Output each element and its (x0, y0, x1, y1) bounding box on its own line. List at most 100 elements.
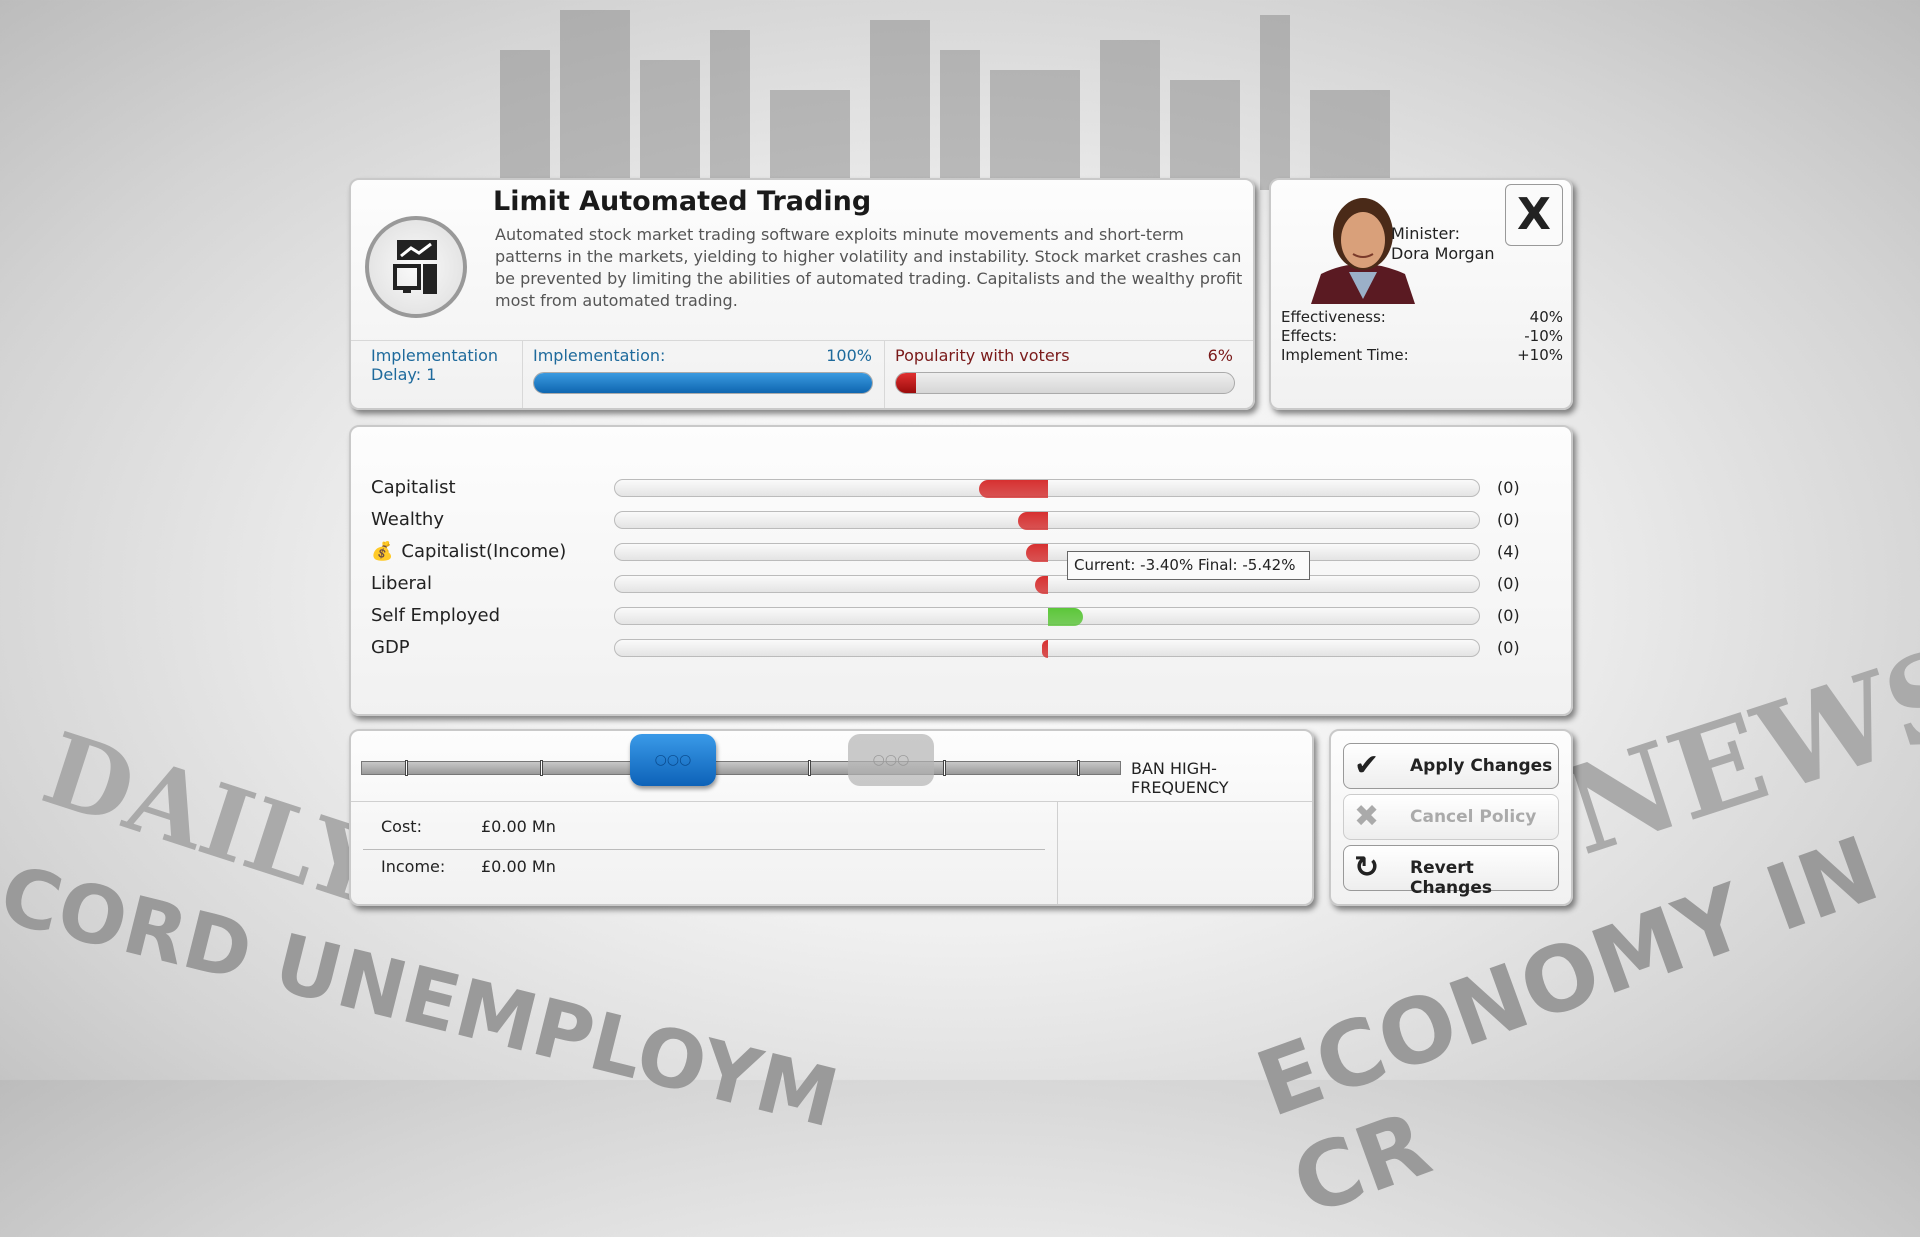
delay-value: Delay: 1 (371, 365, 437, 384)
slider-tick (808, 760, 811, 776)
effect-bar (1026, 544, 1048, 562)
effect-tooltip: Current: -3.40% Final: -5.42% (1067, 551, 1310, 580)
stat-label: Implement Time: (1281, 346, 1409, 364)
effect-bar (1017, 512, 1048, 530)
policy-slider-panel: ○○○ ○○○ BAN HIGH-FREQUENCY Cost: £0.00 M… (349, 729, 1314, 906)
effect-label: Wealthy (371, 509, 444, 530)
delay-label: Implementation (371, 346, 499, 365)
effect-count: (4) (1497, 542, 1520, 561)
effects-panel: Capitalist (0) Wealthy (0) 💰 Capitalist(Inc… (349, 425, 1573, 716)
effect-bar-track (614, 511, 1480, 530)
revert-arrow-icon: ↻ (1354, 850, 1380, 885)
slider-tick (943, 760, 946, 776)
slider-tick (1077, 760, 1080, 776)
policy-description: Automated stock market trading software … (495, 225, 1243, 310)
cancel-label: Cancel Policy (1410, 807, 1537, 827)
minister-label: Minister: (1391, 224, 1460, 243)
revert-changes-button[interactable]: ↻ Revert Changes (1343, 845, 1559, 898)
effect-label: Capitalist (371, 477, 456, 498)
effect-name: GDP (371, 637, 410, 658)
effect-row[interactable]: GDP (0) (371, 635, 1551, 661)
popularity-label: Popularity with voters (895, 346, 1070, 365)
effect-row[interactable]: Liberal (0) (371, 571, 1551, 597)
slider-handle[interactable]: ○○○ (630, 734, 716, 786)
actions-panel: ✔ Apply Changes ✖ Cancel Policy ↻ Revert Ch… (1329, 729, 1573, 906)
implementation-value: 100% (826, 346, 872, 365)
stat-value: 40% (1529, 308, 1563, 326)
minister-name: Dora Morgan (1391, 244, 1495, 263)
effect-label: 💰 Capitalist(Income) (371, 541, 566, 562)
effect-count: (0) (1497, 606, 1520, 625)
minister-portrait (1311, 198, 1415, 304)
implementation-bar (533, 372, 873, 394)
slider-tick (405, 760, 408, 776)
popularity-progress: Popularity with voters 6% (885, 340, 1255, 408)
minister-stats: Effectiveness: 40% Effects: -10% Implement… (1281, 308, 1563, 365)
effect-bar-track (614, 607, 1480, 626)
apply-changes-button[interactable]: ✔ Apply Changes (1343, 743, 1559, 789)
apply-label: Apply Changes (1410, 756, 1553, 776)
stat-value: +10% (1517, 346, 1563, 364)
revert-label: Revert Changes (1410, 858, 1492, 898)
effect-row[interactable]: Capitalist (0) (371, 475, 1551, 501)
policy-title: Limit Automated Trading (493, 186, 872, 217)
effect-bar (978, 480, 1048, 498)
cost-label: Cost: (381, 817, 422, 836)
effect-count: (0) (1497, 574, 1520, 593)
stat-value: -10% (1524, 327, 1563, 345)
cross-icon: ✖ (1354, 799, 1380, 834)
stat-row: Implement Time: +10% (1281, 346, 1563, 365)
effect-bar-track (614, 479, 1480, 498)
slider-previous-handle: ○○○ (848, 734, 934, 786)
slider-track[interactable]: ○○○ ○○○ (361, 734, 1121, 786)
checkmark-icon: ✔ (1354, 748, 1380, 783)
divider (351, 801, 1312, 802)
money-icon: 💰 (371, 541, 394, 562)
stat-row: Effects: -10% (1281, 327, 1563, 346)
effect-bar-track (614, 639, 1480, 658)
income-label: Income: (381, 857, 446, 876)
city-skyline-background (500, 10, 1390, 190)
effect-label: GDP (371, 637, 410, 658)
effect-name: Liberal (371, 573, 432, 594)
effect-name: Capitalist (371, 477, 456, 498)
close-button[interactable]: X (1505, 184, 1563, 246)
popularity-value: 6% (1207, 346, 1233, 365)
popularity-bar-fill (896, 373, 917, 393)
divider (1057, 801, 1058, 904)
popularity-bar (895, 372, 1235, 394)
policy-info-panel: Limit Automated Trading Automated stock … (349, 178, 1255, 410)
cost-value: £0.00 Mn (481, 817, 556, 836)
effect-bar (1041, 640, 1048, 658)
income-value: £0.00 Mn (481, 857, 556, 876)
effect-row[interactable]: Self Employed (0) (371, 603, 1551, 629)
implementation-delay: Implementation Delay: 1 (351, 340, 523, 408)
effect-count: (0) (1497, 638, 1520, 657)
effect-bar (1048, 608, 1083, 626)
effect-label: Liberal (371, 573, 432, 594)
effect-bar-track (614, 543, 1480, 562)
cancel-policy-button[interactable]: ✖ Cancel Policy (1343, 794, 1559, 840)
effect-row[interactable]: Wealthy (0) (371, 507, 1551, 533)
implementation-label: Implementation: (533, 346, 666, 365)
divider (363, 849, 1045, 850)
effect-name: Capitalist(Income) (401, 541, 567, 562)
stat-row: Effectiveness: 40% (1281, 308, 1563, 327)
effect-row[interactable]: 💰 Capitalist(Income) (4) (371, 539, 1551, 565)
stock-chart-computer-icon (365, 216, 467, 318)
effect-label: Self Employed (371, 605, 500, 626)
effect-count: (0) (1497, 478, 1520, 497)
effect-bar (1035, 576, 1048, 594)
slider-tick (540, 760, 543, 776)
implementation-bar-fill (534, 373, 872, 393)
divider (351, 340, 1253, 341)
implementation-progress: Implementation: 100% (523, 340, 885, 408)
stat-label: Effectiveness: (1281, 308, 1386, 326)
effect-name: Self Employed (371, 605, 501, 626)
slider-option-label: BAN HIGH-FREQUENCY (1131, 759, 1229, 797)
stat-label: Effects: (1281, 327, 1338, 345)
minister-panel: Minister: Dora Morgan X Effectiveness: 40… (1269, 178, 1573, 410)
effect-name: Wealthy (371, 509, 444, 530)
effect-bar-track (614, 575, 1480, 594)
effect-count: (0) (1497, 510, 1520, 529)
